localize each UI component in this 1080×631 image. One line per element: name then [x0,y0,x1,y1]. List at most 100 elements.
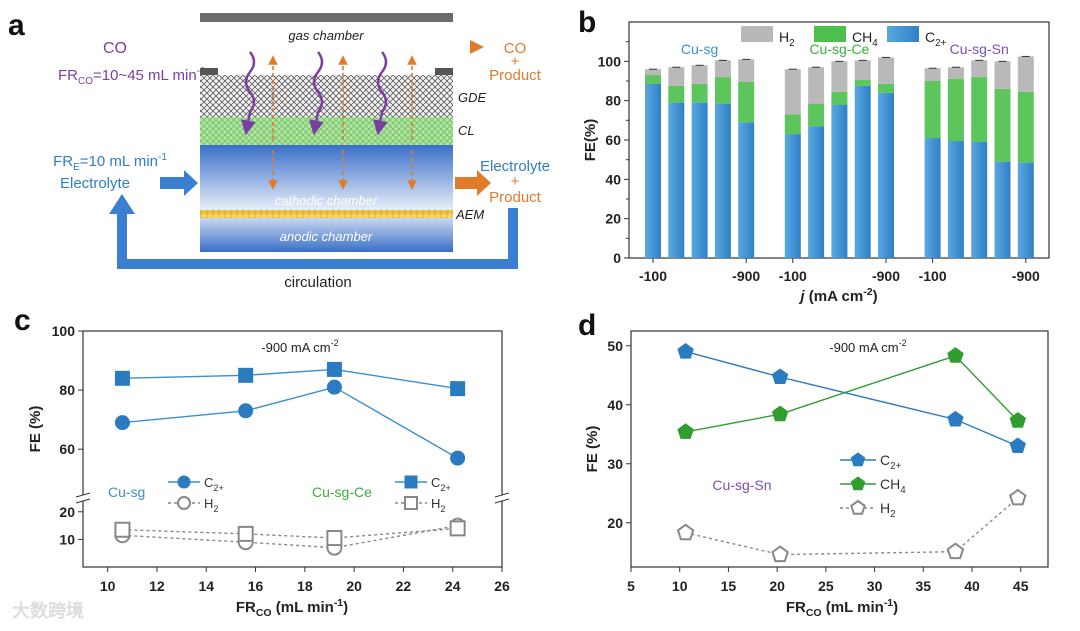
group-label: Cu-sg [108,484,145,500]
legend-marker [177,475,191,489]
axis-break-gap [77,495,89,501]
co-flow-arrowhead [470,40,484,54]
bar-h2 [994,61,1011,89]
electrolyte-outlet-arrow [455,170,491,196]
product-diffusion-arrows [268,55,417,190]
y-tick-label: 80 [605,93,621,109]
gde-label: GDE [458,90,487,105]
x-tick-label: 30 [867,578,883,594]
x-tick-label: 22 [396,578,412,594]
bar-c2plus [947,140,964,258]
data-point [677,342,694,359]
legend-swatch [814,26,846,42]
co-diffusion-arrows [241,51,388,136]
bar-c2plus [645,83,661,258]
series-line [685,350,1019,447]
aem-layer [200,210,453,218]
aem-label: AEM [455,207,484,222]
x-tick-label: 12 [149,578,165,594]
y-tick-label: 20 [607,515,623,531]
cl-layer [200,117,453,145]
anodic-chamber-label: anodic chamber [280,229,373,244]
group-label: Cu-sg-Ce [312,484,372,500]
x-tick-label: 10 [100,578,116,594]
anodic-chamber [200,218,453,252]
bar-ch4 [645,75,661,84]
y-axis-title: FE (%) [27,406,44,453]
bar-c2plus [1017,162,1034,258]
bar-ch4 [994,88,1011,162]
electrolyte-flow-rate: FRE=10 mL min-1 [53,152,167,173]
panel-a-schematic: a gas chamber CO FRCO=10~45 mL min-1 CO … [8,9,550,291]
bar-c2plus [994,161,1011,258]
gas-chamber-label: gas chamber [288,28,364,43]
x-tick-label: 26 [494,578,510,594]
legend-label: C2+ [431,475,451,493]
data-point [677,423,694,439]
legend-marker [850,476,866,491]
data-point [114,370,130,386]
x-axis-title: FRCO (mL min-1) [236,597,348,619]
bar-h2 [1017,56,1034,92]
y-axis-title: FE(%) [582,119,599,162]
bar-h2 [691,65,708,84]
bar-h2 [668,67,685,86]
data-point [1009,437,1026,453]
bar-h2 [947,67,964,80]
bar-ch4 [878,83,894,93]
bar-c2plus [668,102,685,258]
x-tick-label: 14 [198,578,214,594]
data-point [114,415,130,431]
bar-c2plus [831,104,848,258]
data-point [326,361,342,377]
data-point [237,525,254,542]
bar-c2plus [714,103,731,258]
chart-d-line: 20 30 40 50 5 10 15 20 25 30 35 40 45 FE (%) FRCO (mL … [584,330,1049,619]
chart-b-stacked-bars: 0 20 40 60 80 100 FE(%) j (mA cm-2) Cu-sg -100 -90… [582,21,1050,305]
bar-ch4 [947,79,964,141]
bar-h2 [878,57,894,84]
data-point [947,347,964,363]
x-tick-label: 10 [672,578,688,594]
bar-ch4 [668,85,685,103]
y-tick-label: 40 [605,171,621,187]
group-label: Cu-sg-Sn [950,41,1009,57]
y-tick-label: 60 [59,441,75,457]
x-tick-label: 20 [769,578,785,594]
x-tick-label: 16 [248,578,264,594]
y-tick-label: 100 [52,323,76,339]
gas-chamber-bar [200,13,453,22]
bar-c2plus [738,122,755,258]
data-point [450,450,466,466]
bar-c2plus [971,141,988,258]
group-label: Cu-sg-Ce [809,41,869,57]
bar-c2plus [854,85,871,259]
x-tick-label: 5 [627,578,635,594]
bar-h2 [645,69,661,76]
legend-label: CH4 [880,476,906,496]
bar-c2plus [924,138,941,258]
co-outlet-label: CO [504,40,527,57]
y-tick-label: 60 [605,132,621,148]
legend-label: C2+ [880,452,902,472]
data-point [326,530,343,547]
axis-break-gap [496,495,508,501]
gde-layer [200,75,453,117]
series-line [685,354,1019,433]
bar-ch4 [924,81,941,139]
y-tick-label: 100 [598,53,622,69]
circulation-loop [117,208,518,269]
axis-break-mark [75,498,91,504]
x-tick-label: 20 [346,578,362,594]
x-tick-label: 40 [964,578,980,594]
bar-c2plus [878,92,894,258]
data-point [1009,488,1027,506]
panel-label-c: c [14,304,31,337]
data-point [771,545,789,563]
x-tick-label: 25 [818,578,834,594]
data-point [114,521,131,538]
bar-c2plus [808,126,825,258]
x-tick-label: 35 [916,578,932,594]
legend-label: H2 [880,500,896,520]
x-tick-label: -100 [779,268,807,284]
